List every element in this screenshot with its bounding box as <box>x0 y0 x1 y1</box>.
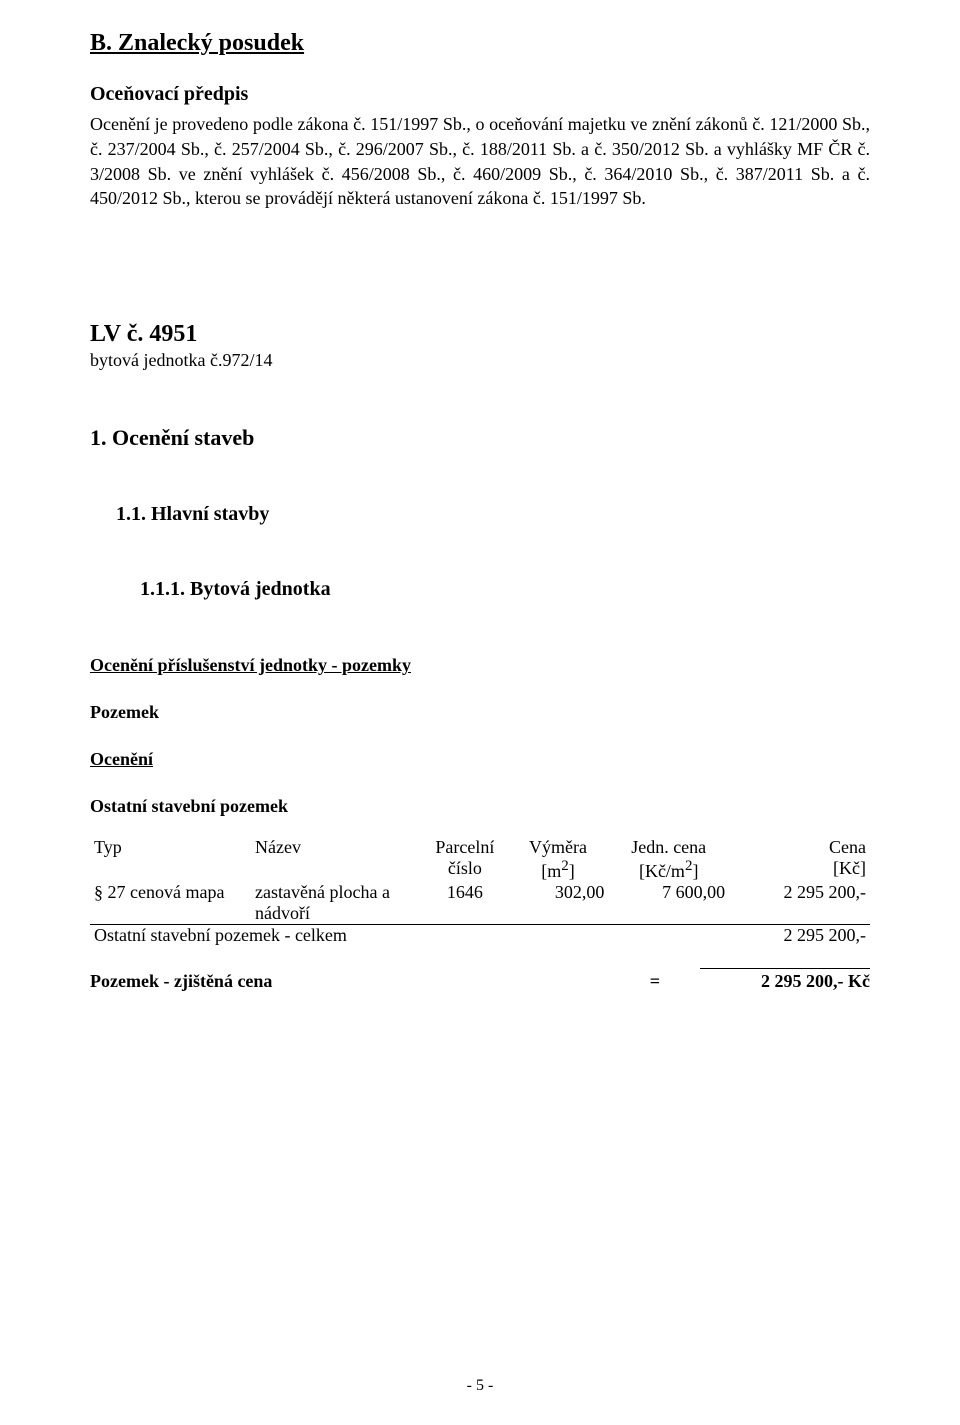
summary-label: Pozemek - zjištěná cena <box>90 971 272 992</box>
cell-subtotal-label: Ostatní stavební pozemek - celkem <box>90 925 729 947</box>
th-unit-price-2: [Kč/m2] <box>608 858 729 882</box>
heading-section-1-1: 1.1. Hlavní stavby <box>116 503 870 526</box>
label-appurtenance: Ocenění příslušenství jednotky - pozemky <box>90 655 870 676</box>
heading-section-1: 1. Ocenění staveb <box>90 425 870 451</box>
cell-type: § 27 cenová mapa <box>90 882 251 903</box>
regulation-paragraph: Ocenění je provedeno podle zákona č. 151… <box>90 112 870 211</box>
table-subtotal-row: Ostatní stavební pozemek - celkem 2 295 … <box>90 925 870 947</box>
cell-price: 2 295 200,- <box>729 882 870 903</box>
th-parcel-no-1: Parcelní <box>422 837 508 858</box>
cell-unit-price: 7 600,00 <box>608 882 729 903</box>
cell-name-2: nádvoří <box>251 903 422 925</box>
th-price-2: [Kč] <box>729 858 870 882</box>
th-area-1: Výměra <box>508 837 609 858</box>
cell-subtotal-value: 2 295 200,- <box>729 925 870 947</box>
page-number: - 5 - <box>0 1377 960 1395</box>
table-header-row-2: číslo [m2] [Kč/m2] [Kč] <box>90 858 870 882</box>
heading-lv: LV č. 4951 <box>90 321 870 348</box>
heading-lv-sub: bytová jednotka č.972/14 <box>90 350 870 371</box>
label-other-building-land: Ostatní stavební pozemek <box>90 796 870 817</box>
heading-section-1-1-1: 1.1.1. Bytová jednotka <box>140 578 870 601</box>
label-parcel: Pozemek <box>90 702 870 723</box>
table-row: § 27 cenová mapa zastavěná plocha a 1646… <box>90 882 870 903</box>
heading-pricing-regulation: Oceňovací předpis <box>90 83 870 106</box>
pricing-table: Typ Název Parcelní Výměra Jedn. cena Cen… <box>90 837 870 946</box>
table-row-name-2: nádvoří <box>90 903 870 925</box>
th-unit-price-1: Jedn. cena <box>608 837 729 858</box>
th-price-1: Cena <box>729 837 870 858</box>
cell-parcel-no: 1646 <box>422 882 508 903</box>
th-parcel-no-2: číslo <box>422 858 508 882</box>
label-valuation: Ocenění <box>90 749 870 770</box>
table-header-row-1: Typ Název Parcelní Výměra Jedn. cena Cen… <box>90 837 870 858</box>
summary-equals: = <box>650 971 660 992</box>
summary-value: 2 295 200,- Kč <box>700 968 870 992</box>
heading-b: B. Znalecký posudek <box>90 30 870 57</box>
th-type: Typ <box>90 837 251 858</box>
cell-area: 302,00 <box>508 882 609 903</box>
th-area-2: [m2] <box>508 858 609 882</box>
summary-row: Pozemek - zjištěná cena = 2 295 200,- Kč <box>90 968 870 992</box>
th-name: Název <box>251 837 422 858</box>
cell-name-1: zastavěná plocha a <box>251 882 422 903</box>
